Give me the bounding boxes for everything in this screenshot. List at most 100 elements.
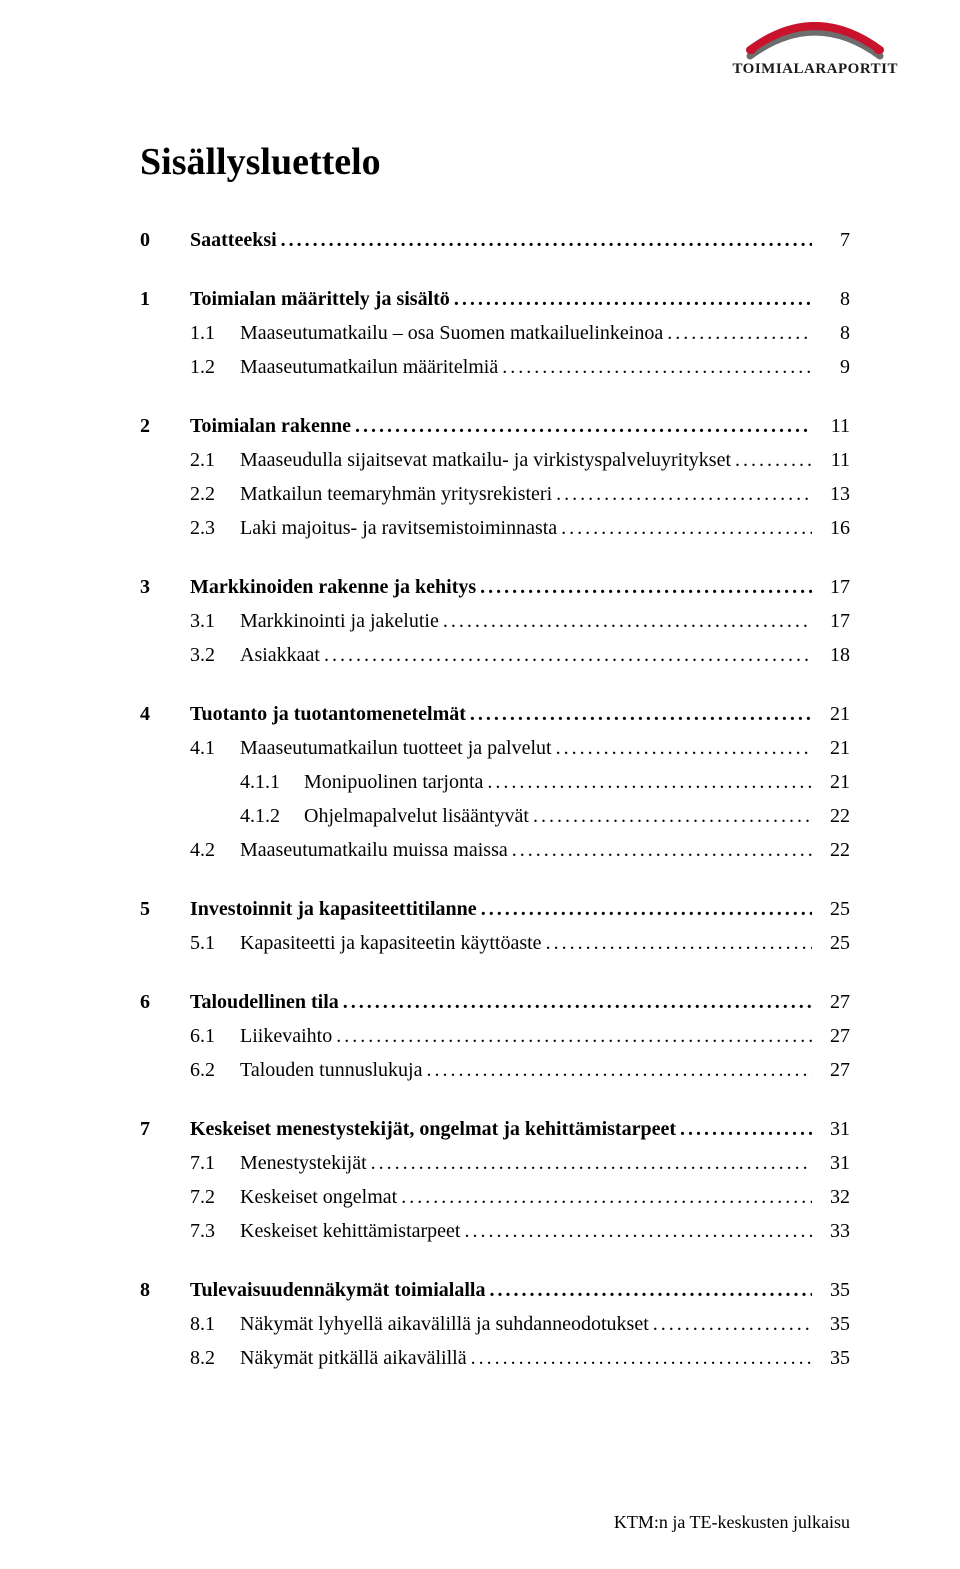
toc-subsection: 2.3Laki majoitus- ja ravitsemistoiminnas… (140, 514, 850, 543)
toc-leader: ........................................… (663, 319, 812, 348)
toc-leader: ........................................… (552, 734, 812, 763)
toc-leader: ........................................… (439, 607, 812, 636)
toc-leader: ........................................… (332, 1022, 812, 1051)
toc-label: Markkinoiden rakenne ja kehitys (190, 573, 476, 602)
toc-number: 7 (140, 1115, 190, 1144)
toc-number: 7.2 (190, 1183, 240, 1212)
toc-number: 0 (140, 226, 190, 255)
toc-number: 3.1 (190, 607, 240, 636)
toc-page: 25 (812, 895, 850, 924)
toc-leader: ........................................… (498, 353, 812, 382)
toc-page: 13 (812, 480, 850, 509)
toc-label: Maaseutumatkailu muissa maissa (240, 836, 508, 865)
toc-label: Laki majoitus- ja ravitsemistoiminnasta (240, 514, 557, 543)
toc-label: Keskeiset kehittämistarpeet (240, 1217, 460, 1246)
toc-page: 22 (812, 802, 850, 831)
toc-page: 21 (812, 700, 850, 729)
toc-subsection: 6.2Talouden tunnuslukuja................… (140, 1056, 850, 1085)
toc-page: 21 (812, 768, 850, 797)
toc-number: 2.2 (190, 480, 240, 509)
toc-subsection: 1.1Maaseutumatkailu – osa Suomen matkail… (140, 319, 850, 348)
toc-leader: ........................................… (483, 768, 812, 797)
toc-page: 7 (812, 226, 850, 255)
toc-label: Liikevaihto (240, 1022, 332, 1051)
toc-label: Maaseutumatkailun tuotteet ja palvelut (240, 734, 552, 763)
toc-page: 35 (812, 1344, 850, 1373)
toc-section: 2Toimialan rakenne......................… (140, 412, 850, 441)
toc-page: 31 (812, 1149, 850, 1178)
toc-subsubsection: 4.1.2Ohjelmapalvelut lisääntyvät........… (140, 802, 850, 831)
toc-label: Talouden tunnuslukuja (240, 1056, 422, 1085)
footer-text: KTM:n ja TE-keskusten julkaisu (614, 1512, 850, 1533)
toc: 0Saatteeksi.............................… (140, 226, 850, 1373)
toc-number: 3 (140, 573, 190, 602)
toc-number: 5.1 (190, 929, 240, 958)
toc-number: 8 (140, 1276, 190, 1305)
toc-page: 16 (812, 514, 850, 543)
toc-label: Ohjelmapalvelut lisääntyvät (304, 802, 529, 831)
toc-subsection: 8.1Näkymät lyhyellä aikavälillä ja suhda… (140, 1310, 850, 1339)
toc-label: Asiakkaat (240, 641, 320, 670)
brand-logo-text: TOIMIALARAPORTIT (732, 61, 898, 78)
toc-leader: ........................................… (460, 1217, 812, 1246)
toc-label: Maaseutumatkailu – osa Suomen matkailuel… (240, 319, 663, 348)
toc-number: 4.1.2 (240, 802, 304, 831)
toc-leader: ........................................… (367, 1149, 812, 1178)
toc-number: 6 (140, 988, 190, 1017)
toc-leader: ........................................… (277, 226, 812, 255)
toc-subsection: 3.1Markkinointi ja jakelutie............… (140, 607, 850, 636)
toc-label: Näkymät pitkällä aikavälillä (240, 1344, 467, 1373)
toc-section: 7Keskeiset menestystekijät, ongelmat ja … (140, 1115, 850, 1144)
toc-label: Matkailun teemaryhmän yritysrekisteri (240, 480, 552, 509)
toc-number: 2.3 (190, 514, 240, 543)
toc-label: Maaseudulla sijaitsevat matkailu- ja vir… (240, 446, 731, 475)
toc-leader: ........................................… (422, 1056, 812, 1085)
toc-leader: ........................................… (557, 514, 812, 543)
toc-page: 8 (812, 285, 850, 314)
toc-leader: ........................................… (676, 1115, 812, 1144)
toc-number: 1 (140, 285, 190, 314)
toc-page: 17 (812, 573, 850, 602)
toc-label: Taloudellinen tila (190, 988, 339, 1017)
toc-subsection: 8.2Näkymät pitkällä aikavälillä.........… (140, 1344, 850, 1373)
toc-page: 17 (812, 607, 850, 636)
toc-page: 32 (812, 1183, 850, 1212)
toc-label: Keskeiset menestystekijät, ongelmat ja k… (190, 1115, 676, 1144)
toc-label: Markkinointi ja jakelutie (240, 607, 439, 636)
toc-subsection: 2.1Maaseudulla sijaitsevat matkailu- ja … (140, 446, 850, 475)
toc-subsection: 1.2Maaseutumatkailun määritelmiä........… (140, 353, 850, 382)
toc-label: Saatteeksi (190, 226, 277, 255)
toc-number: 5 (140, 895, 190, 924)
toc-label: Monipuolinen tarjonta (304, 768, 483, 797)
toc-subsection: 6.1Liikevaihto..........................… (140, 1022, 850, 1051)
toc-leader: ........................................… (508, 836, 812, 865)
toc-section: 3Markkinoiden rakenne ja kehitys........… (140, 573, 850, 602)
toc-section: 4Tuotanto ja tuotantomenetelmät.........… (140, 700, 850, 729)
toc-leader: ........................................… (466, 700, 812, 729)
toc-section: 6Taloudellinen tila.....................… (140, 988, 850, 1017)
toc-section: 8Tulevaisuudennäkymät toimialalla.......… (140, 1276, 850, 1305)
toc-label: Näkymät lyhyellä aikavälillä ja suhdanne… (240, 1310, 649, 1339)
toc-subsection: 7.2Keskeiset ongelmat...................… (140, 1183, 850, 1212)
toc-label: Menestystekijät (240, 1149, 367, 1178)
toc-leader: ........................................… (450, 285, 812, 314)
toc-page: 18 (812, 641, 850, 670)
toc-section: 5Investoinnit ja kapasiteettitilanne....… (140, 895, 850, 924)
toc-subsection: 3.2Asiakkaat............................… (140, 641, 850, 670)
toc-page: 27 (812, 1022, 850, 1051)
toc-page: 25 (812, 929, 850, 958)
toc-leader: ........................................… (529, 802, 812, 831)
toc-number: 2 (140, 412, 190, 441)
toc-subsection: 4.1Maaseutumatkailun tuotteet ja palvelu… (140, 734, 850, 763)
toc-leader: ........................................… (542, 929, 812, 958)
toc-number: 7.1 (190, 1149, 240, 1178)
toc-number: 8.2 (190, 1344, 240, 1373)
toc-label: Tulevaisuudennäkymät toimialalla (190, 1276, 485, 1305)
toc-number: 2.1 (190, 446, 240, 475)
toc-page: 27 (812, 1056, 850, 1085)
toc-page: 21 (812, 734, 850, 763)
toc-number: 4.2 (190, 836, 240, 865)
toc-leader: ........................................… (397, 1183, 812, 1212)
toc-label: Kapasiteetti ja kapasiteetin käyttöaste (240, 929, 542, 958)
toc-number: 8.1 (190, 1310, 240, 1339)
